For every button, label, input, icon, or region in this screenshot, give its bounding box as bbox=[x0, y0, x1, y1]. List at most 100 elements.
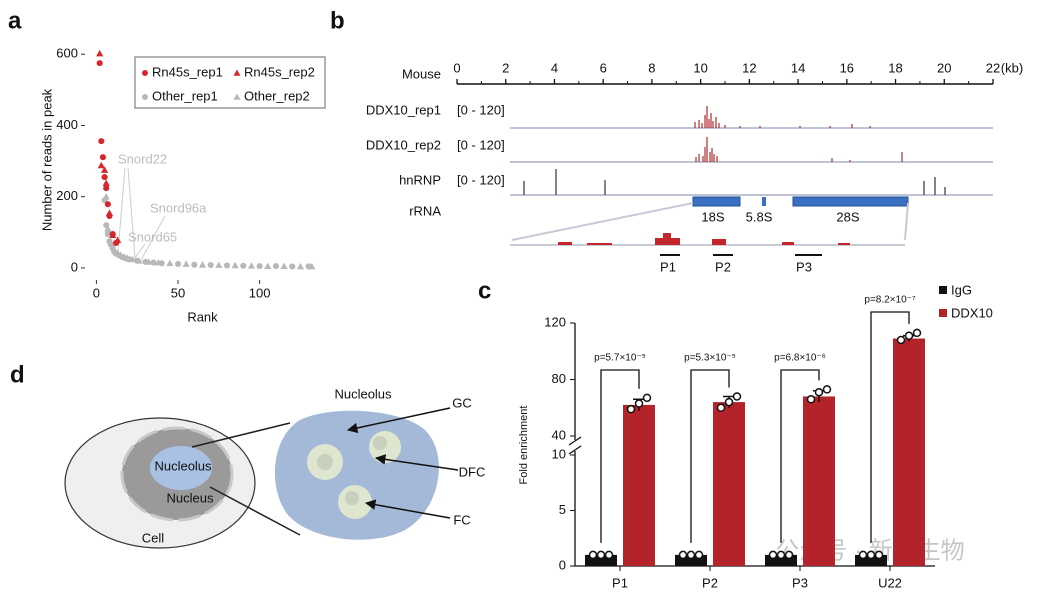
replicate-point bbox=[588, 550, 598, 560]
replicate-point bbox=[784, 550, 794, 560]
p-value: p=6.8×10⁻⁶ bbox=[774, 353, 826, 364]
point bbox=[264, 262, 272, 269]
legend-marker bbox=[142, 70, 148, 76]
fc bbox=[345, 491, 359, 505]
panel-letter: d bbox=[10, 361, 25, 388]
leader-line bbox=[139, 215, 166, 263]
zoom-line bbox=[191, 422, 291, 448]
point bbox=[296, 262, 305, 270]
x-tick-label: 8 bbox=[648, 60, 655, 75]
bar bbox=[855, 554, 887, 566]
axis-break bbox=[568, 436, 582, 446]
replicate-point bbox=[716, 403, 726, 412]
point bbox=[256, 263, 263, 270]
y-tick-label: 600 bbox=[56, 46, 78, 61]
rrna-58s bbox=[762, 197, 766, 206]
replicate-point bbox=[866, 550, 876, 560]
point bbox=[150, 259, 157, 266]
bracket bbox=[870, 311, 910, 543]
track-name: hnRNP bbox=[399, 172, 441, 187]
bar bbox=[893, 338, 925, 566]
x-tick-label: 50 bbox=[171, 285, 185, 300]
axis-break bbox=[568, 445, 582, 455]
y-tick-label: 0 bbox=[71, 259, 78, 274]
region-label: P1 bbox=[660, 259, 676, 274]
arrow bbox=[364, 499, 451, 519]
point bbox=[280, 262, 288, 269]
point bbox=[308, 262, 316, 270]
track-range: [0 - 120] bbox=[457, 172, 505, 187]
fc bbox=[317, 454, 333, 470]
diagram: Nucleolus Nucleus Cell Nucleolus GC DFC … bbox=[64, 386, 485, 549]
legend-label: Other_rep2 bbox=[244, 88, 310, 103]
rrna-28s bbox=[792, 196, 909, 207]
bar bbox=[623, 404, 655, 566]
x-tick-label: 0 bbox=[93, 285, 100, 300]
point bbox=[107, 239, 115, 246]
point bbox=[198, 261, 207, 268]
annotation: Snord96a bbox=[150, 200, 207, 215]
bracket bbox=[600, 369, 640, 543]
x-axis-label: Rank bbox=[187, 309, 218, 324]
legend-label: DDX10 bbox=[951, 305, 993, 320]
track-range: [0 - 120] bbox=[457, 102, 505, 117]
label: FC bbox=[453, 512, 470, 527]
legend-swatch bbox=[939, 309, 947, 317]
point bbox=[123, 254, 132, 262]
replicate-point bbox=[776, 550, 786, 560]
point bbox=[231, 261, 239, 269]
zoom-signal bbox=[558, 242, 572, 245]
leader-line bbox=[127, 167, 136, 259]
y-axis-label: Number of reads in peak bbox=[39, 88, 54, 231]
point bbox=[272, 263, 279, 270]
x-tick-label: 0 bbox=[453, 60, 460, 75]
point bbox=[101, 174, 108, 181]
legend-label: Other_rep1 bbox=[152, 88, 218, 103]
track-name: Mouse bbox=[402, 66, 441, 81]
feature-label: 18S bbox=[701, 209, 724, 224]
leader-line bbox=[131, 243, 146, 263]
x-tick-label: 16 bbox=[840, 60, 854, 75]
p-value: p=5.7×10⁻⁵ bbox=[594, 353, 646, 364]
legend-marker bbox=[233, 93, 241, 100]
label: Nucleolus bbox=[334, 386, 392, 401]
y-tick-label: 200 bbox=[56, 188, 78, 203]
replicate-point bbox=[858, 550, 868, 560]
x-tick-label: 10 bbox=[693, 60, 707, 75]
x-tick-label: U22 bbox=[878, 575, 902, 590]
point bbox=[240, 262, 247, 269]
point bbox=[289, 263, 296, 270]
legend-label: IgG bbox=[951, 282, 972, 297]
x-tick-label: 2 bbox=[502, 60, 509, 75]
bar bbox=[713, 402, 745, 566]
x-tick-label: 14 bbox=[791, 60, 805, 75]
track-name: rRNA bbox=[409, 203, 441, 218]
replicate-point bbox=[694, 550, 704, 560]
zoom-signal bbox=[712, 239, 726, 245]
bar bbox=[585, 554, 617, 566]
y-tick-label: 0 bbox=[559, 557, 566, 572]
y-tick-label: 120 bbox=[544, 314, 566, 329]
leader-line bbox=[117, 167, 126, 253]
replicate-point bbox=[634, 399, 644, 408]
point bbox=[215, 261, 223, 268]
p-value: p=5.3×10⁻⁵ bbox=[684, 353, 736, 364]
replicate-point bbox=[678, 550, 688, 560]
point bbox=[102, 179, 110, 187]
y-axis-label: Fold enrichment bbox=[518, 406, 530, 485]
x-tick-label: 100 bbox=[249, 285, 271, 300]
y-tick-label: 5 bbox=[559, 502, 566, 517]
point bbox=[103, 185, 110, 192]
zoom-signal bbox=[838, 243, 850, 245]
bracket bbox=[780, 369, 820, 543]
point bbox=[223, 262, 231, 269]
point bbox=[96, 49, 104, 57]
annotation: Snord65 bbox=[128, 229, 177, 244]
track-name: DDX10_rep1 bbox=[366, 102, 441, 117]
replicate-point bbox=[642, 393, 652, 403]
x-tick-label: 18 bbox=[888, 60, 902, 75]
nucleolus-blob bbox=[274, 410, 439, 540]
point bbox=[128, 255, 136, 263]
point bbox=[104, 201, 111, 208]
